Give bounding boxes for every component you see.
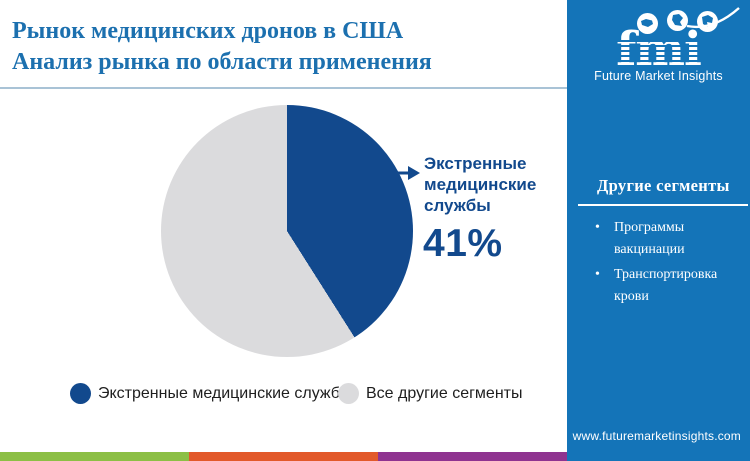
callout-value: 41% [423,222,503,265]
bullet-icon: • [595,220,600,235]
legend-label: Экстренные медицинские службы [98,385,352,402]
website-link[interactable]: www.futuremarketinsights.com [572,429,741,443]
pie-chart [161,105,413,357]
logo-tagline: Future Market Insights [594,69,723,83]
logo-swoosh-icon [686,7,740,29]
logo-wordmark: fmi [616,22,702,77]
americas-map-icon [637,13,658,34]
sidebar-heading-divider [578,204,748,206]
sidebar: fmi Future Market Insights Другие сегмен… [567,0,750,461]
callout-label: Экстренные медицинские службы [424,154,537,215]
fmi-logo: fmi Future Market Insights [567,0,750,92]
list-item: • Программы вакцинации [595,217,745,261]
callout-arrow-icon [381,155,420,180]
legend-label: Все другие сегменты [366,385,523,402]
footer-stripes [0,452,567,461]
legend-swatch [338,383,359,404]
page-title: Рынок медицинских дронов в США Анализ ры… [12,16,562,78]
list-item-label: Программы вакцинации [614,220,685,257]
sidebar-heading: Другие сегменты [597,176,730,195]
legend-swatch [70,383,91,404]
sidebar-segment-list: • Программы вакцинации • Транспортировка… [595,217,745,311]
page-title-line1: Рынок медицинских дронов в США [12,18,404,44]
europe-map-icon [667,10,688,31]
title-divider [0,87,567,89]
list-item-label: Транспортировка крови [614,267,718,304]
footer-stripe [0,452,189,461]
footer-stripe [189,452,378,461]
page-title-line2: Анализ рынка по области применения [12,49,432,75]
bullet-icon: • [595,267,600,282]
list-item: • Транспортировка крови [595,264,745,308]
footer-stripe [378,452,567,461]
